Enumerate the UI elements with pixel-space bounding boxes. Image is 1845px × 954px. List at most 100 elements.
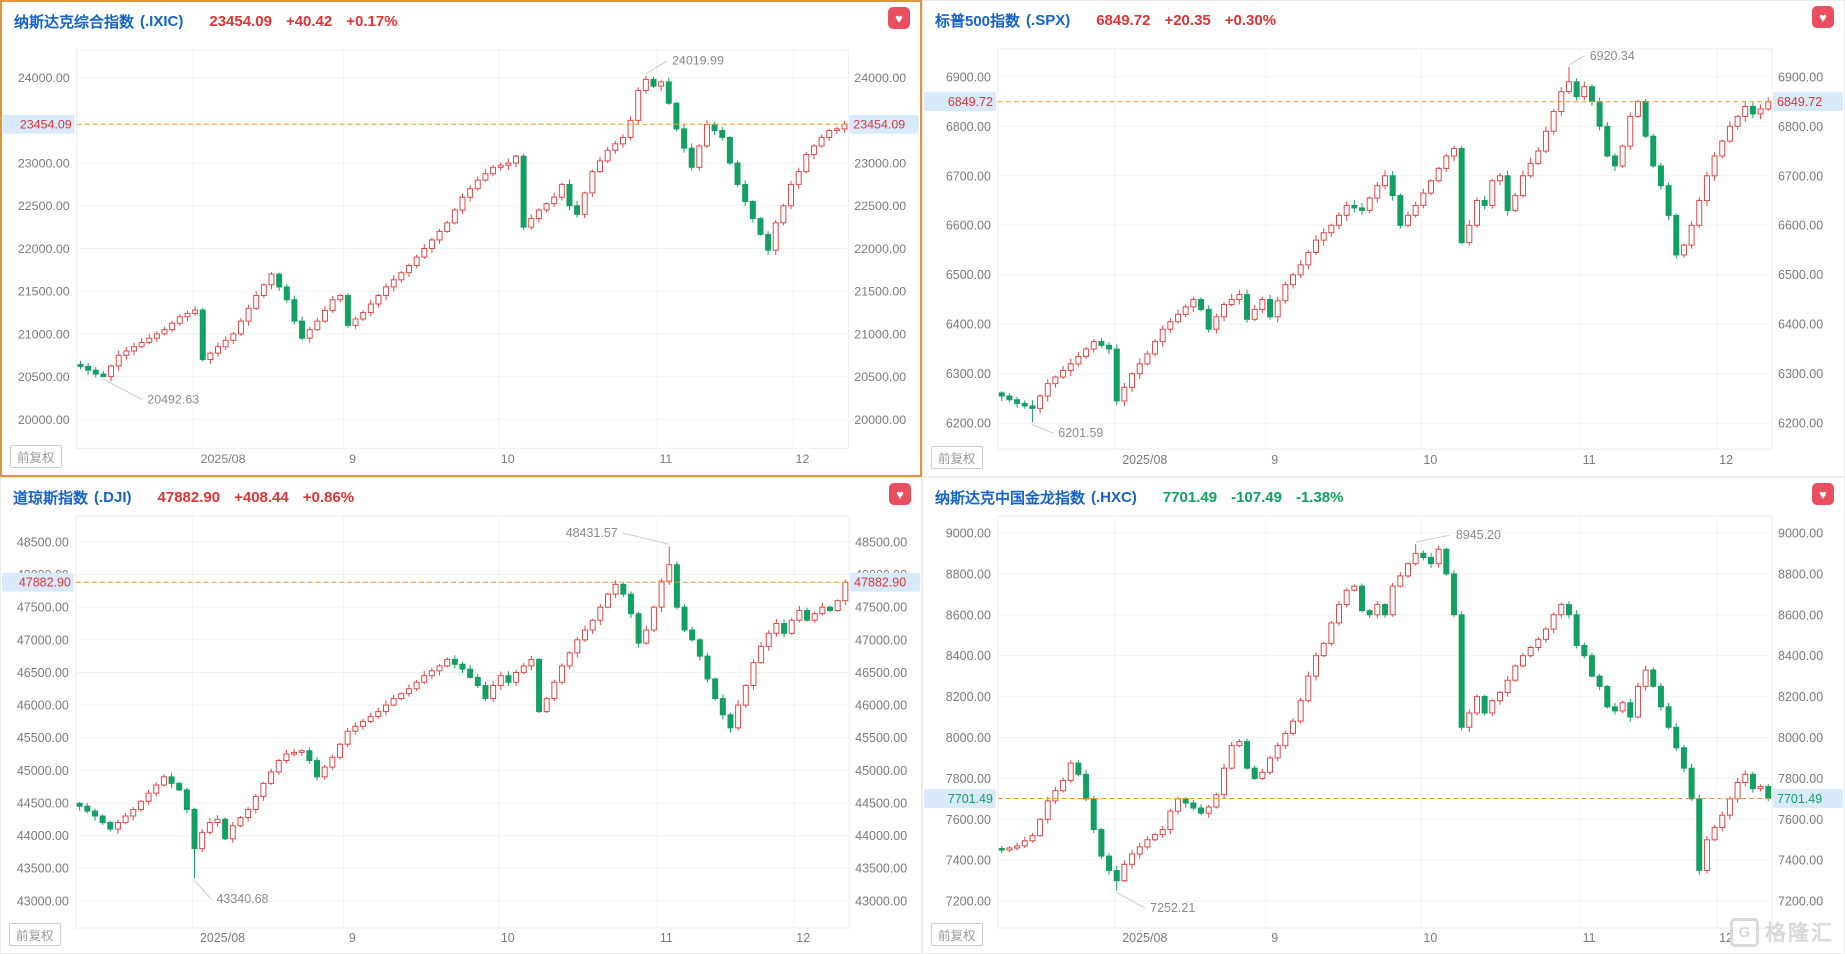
x-axis-label: 12 — [796, 931, 810, 945]
y-axis-label-right: 47000.00 — [855, 633, 907, 647]
y-axis-label-right: 6600.00 — [1778, 219, 1823, 233]
low-annotation-label: 7252.21 — [1150, 901, 1195, 915]
low-annotation-label: 20492.63 — [147, 393, 199, 407]
y-axis-label-right: 43000.00 — [855, 894, 907, 908]
x-axis-label: 2025/08 — [200, 931, 245, 945]
candles — [76, 546, 849, 879]
index-title-group: 道琼斯指数 (.DJI) — [13, 487, 132, 508]
candlestick-chart-spx[interactable]: 6900.00 6900.00 6800.00 6800.00 6700.00 6700.… — [923, 35, 1844, 477]
y-axis-label-left: 21500.00 — [18, 285, 70, 299]
heart-icon: ♥ — [1819, 9, 1827, 25]
index-code: (.HXC) — [1091, 488, 1137, 506]
y-axis-label-right: 7200.00 — [1778, 895, 1823, 909]
y-axis-label-right: 7400.00 — [1778, 854, 1823, 868]
y-axis-label-right: 7600.00 — [1778, 813, 1823, 827]
annotation-connector — [194, 880, 212, 900]
y-axis-label-right: 22000.00 — [854, 242, 906, 256]
low-annotation-label: 43340.68 — [216, 892, 268, 906]
annotation-connector — [1032, 423, 1054, 434]
index-price: 6849.72 — [1096, 11, 1151, 29]
high-annotation-label: 48431.57 — [566, 526, 618, 540]
current-price-badge-left — [923, 92, 996, 112]
current-price-label-left: 23454.09 — [20, 118, 72, 132]
chart-header: 标普500指数 (.SPX) 6849.72 +20.35 +0.30% ♥ — [923, 1, 1844, 35]
high-annotation-label: 24019.99 — [672, 54, 724, 68]
index-change: +408.44 — [234, 488, 289, 506]
y-axis-label-left: 7200.00 — [946, 895, 991, 909]
current-price-badge-right — [849, 114, 920, 134]
current-price-badge-left — [1, 572, 74, 592]
y-axis-label-right: 43500.00 — [855, 862, 907, 876]
index-title-group: 纳斯达克中国金龙指数 (.HXC) — [935, 487, 1137, 508]
y-axis-label-left: 44500.00 — [17, 796, 69, 810]
x-axis-label: 9 — [1271, 931, 1278, 945]
adjust-mode-button[interactable]: 前复权 — [9, 923, 61, 946]
index-title: 道琼斯指数 — [13, 489, 89, 507]
favorite-heart-button[interactable]: ♥ — [889, 483, 911, 505]
x-axis-label: 12 — [1719, 453, 1733, 467]
current-price-badge-right — [1773, 789, 1844, 809]
chart-panel-spx[interactable]: 标普500指数 (.SPX) 6849.72 +20.35 +0.30% ♥ 6… — [922, 0, 1845, 477]
favorite-heart-button[interactable]: ♥ — [1812, 483, 1834, 505]
chart-header: 纳斯达克综合指数 (.IXIC) 23454.09 +40.42 +0.17% … — [2, 2, 920, 36]
y-axis-label-right: 23000.00 — [854, 157, 906, 171]
chart-header: 道琼斯指数 (.DJI) 47882.90 +408.44 +0.86% ♥ — [1, 478, 921, 512]
index-code: (.SPX) — [1026, 11, 1071, 29]
index-title-group: 标普500指数 (.SPX) — [935, 10, 1070, 31]
annotation-connector — [645, 60, 668, 75]
adjust-mode-button[interactable]: 前复权 — [931, 446, 983, 469]
index-title-group: 纳斯达克综合指数 (.IXIC) — [14, 11, 183, 32]
y-axis-label-left: 7800.00 — [946, 772, 991, 786]
candlestick-chart-ixic[interactable]: 24000.00 24000.00 23000.00 23000.00 22500.00… — [2, 36, 920, 477]
index-price: 47882.90 — [157, 488, 221, 506]
x-axis-label: 2025/08 — [201, 452, 246, 466]
y-axis-label-left: 46000.00 — [17, 699, 69, 713]
y-axis-label-left: 43500.00 — [17, 862, 69, 876]
y-axis-label-left: 22500.00 — [18, 199, 70, 213]
chart-panel-ixic[interactable]: 纳斯达克综合指数 (.IXIC) 23454.09 +40.42 +0.17% … — [0, 0, 922, 477]
candlestick-chart-hxc[interactable]: 9000.00 9000.00 8800.00 8800.00 8600.00 8600.… — [923, 512, 1844, 954]
y-axis-label-right: 24000.00 — [854, 71, 906, 85]
y-axis-label-right: 20500.00 — [854, 370, 906, 384]
candlestick-chart-dji[interactable]: 48500.0048500.0048000.0048000.0047500.00… — [1, 512, 921, 954]
heart-icon: ♥ — [895, 10, 903, 26]
y-axis-label-left: 45500.00 — [17, 731, 69, 745]
y-axis-label-right: 9000.00 — [1778, 526, 1823, 540]
candles — [998, 544, 1772, 891]
annotation-connector — [103, 378, 143, 401]
index-change-pct: -1.38% — [1295, 488, 1344, 506]
y-axis-label-right: 6200.00 — [1778, 417, 1823, 431]
y-axis-label-left: 8800.00 — [946, 567, 991, 581]
y-axis-label-left: 9000.00 — [946, 526, 991, 540]
index-price: 7701.49 — [1162, 488, 1218, 506]
current-price-label-right: 7701.49 — [1777, 792, 1822, 806]
y-axis-label-right: 22500.00 — [854, 199, 906, 213]
index-change-pct: +0.17% — [346, 12, 398, 30]
index-title: 标普500指数 — [935, 12, 1021, 30]
x-axis-label: 10 — [501, 452, 515, 466]
x-axis-label: 12 — [1719, 931, 1733, 945]
y-axis-label-left: 6500.00 — [946, 268, 991, 282]
x-axis-label: 9 — [1271, 453, 1278, 467]
favorite-heart-button[interactable]: ♥ — [1812, 6, 1834, 28]
adjust-mode-button[interactable]: 前复权 — [931, 923, 983, 946]
adjust-mode-button[interactable]: 前复权 — [10, 445, 62, 468]
y-axis-label-left: 8000.00 — [946, 731, 991, 745]
current-price-label-left: 7701.49 — [948, 792, 993, 806]
y-axis-label-left: 6400.00 — [946, 318, 991, 332]
chart-panel-hxc[interactable]: 纳斯达克中国金龙指数 (.HXC) 7701.49 -107.49 -1.38%… — [922, 477, 1845, 954]
favorite-heart-button[interactable]: ♥ — [888, 7, 910, 29]
y-axis-label-left: 8200.00 — [946, 690, 991, 704]
y-axis-label-left: 6300.00 — [946, 367, 991, 381]
x-axis-label: 12 — [796, 452, 810, 466]
y-axis-label-right: 6400.00 — [1778, 318, 1823, 332]
chart-panel-dji[interactable]: 道琼斯指数 (.DJI) 47882.90 +408.44 +0.86% ♥ 4… — [0, 477, 922, 954]
plot-border — [76, 49, 849, 449]
y-axis-label-right: 21000.00 — [854, 327, 906, 341]
y-axis-label-left: 44000.00 — [17, 829, 69, 843]
annotation-connector — [1415, 534, 1451, 543]
x-axis-label: 11 — [660, 931, 673, 945]
current-price-badge-left — [923, 789, 996, 809]
y-axis-label-right: 21500.00 — [854, 285, 906, 299]
